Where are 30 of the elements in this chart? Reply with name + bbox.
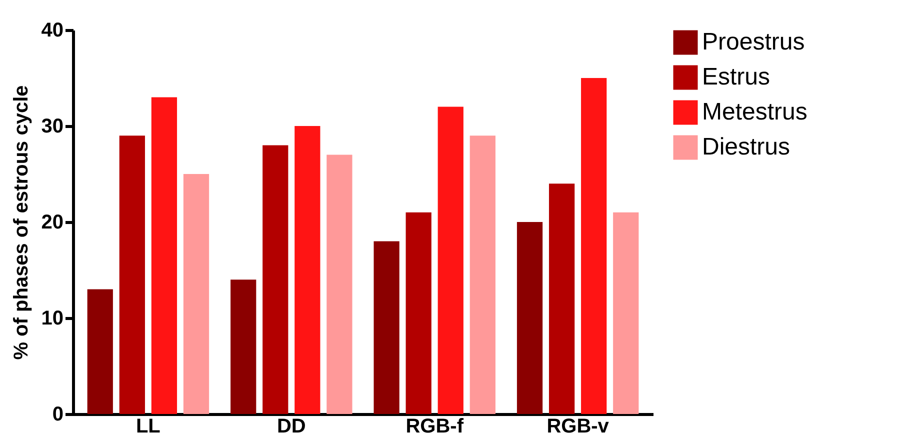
x-tick-label: RGB-v — [546, 416, 610, 438]
bar — [613, 212, 639, 414]
bar — [438, 106, 464, 414]
bar — [374, 241, 400, 414]
bar — [326, 154, 352, 414]
x-tick-label: LL — [136, 416, 160, 438]
y-tick-label: 20 — [41, 212, 64, 234]
bar — [262, 145, 288, 414]
bar — [470, 136, 496, 414]
bar — [151, 97, 178, 414]
bar — [548, 184, 575, 414]
bar — [183, 174, 210, 414]
x-tick-label: RGB-f — [406, 416, 464, 438]
bar — [119, 136, 145, 414]
bar — [516, 222, 543, 414]
bar — [87, 289, 113, 414]
x-tick-label: DD — [276, 416, 306, 438]
legend-label: Estrus — [702, 64, 770, 90]
legend-label: Metestrus — [702, 98, 808, 126]
bar — [294, 126, 320, 414]
y-axis-title: % of phases of estrous cycle — [10, 85, 32, 360]
y-tick-label: 30 — [41, 116, 64, 138]
legend-label: Proestrus — [702, 28, 805, 56]
bar — [230, 280, 256, 414]
bar — [581, 78, 607, 414]
legend-label: Diestrus — [702, 134, 790, 160]
bar — [406, 212, 432, 414]
y-tick-label: 10 — [41, 308, 64, 330]
y-tick-label: 40 — [41, 20, 64, 42]
y-tick-label: 0 — [52, 404, 64, 426]
